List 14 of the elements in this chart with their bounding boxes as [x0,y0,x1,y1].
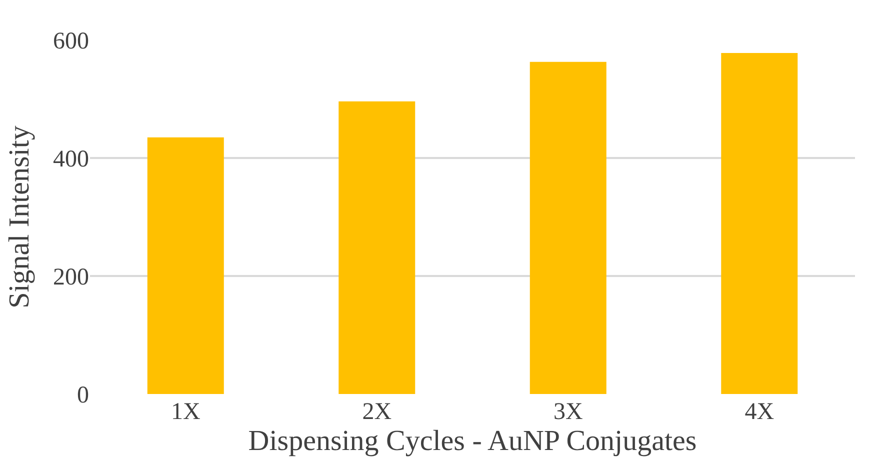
y-tick-label: 400 [53,146,89,172]
x-tick-label: 1X [170,399,200,425]
x-axis-title: Dispensing Cycles - AuNP Conjugates [248,425,697,457]
bar [721,52,798,394]
y-tick-label: 0 [77,382,89,408]
x-tick-label: 4X [744,399,774,425]
x-tick-label: 2X [362,399,392,425]
bar [530,62,606,394]
bar [338,101,416,394]
x-tick-label: 3X [553,399,583,425]
y-tick-label: 600 [53,28,89,54]
y-axis-title: Signal Intensity [3,125,36,308]
bar [147,137,224,394]
y-tick-label: 200 [53,264,89,290]
